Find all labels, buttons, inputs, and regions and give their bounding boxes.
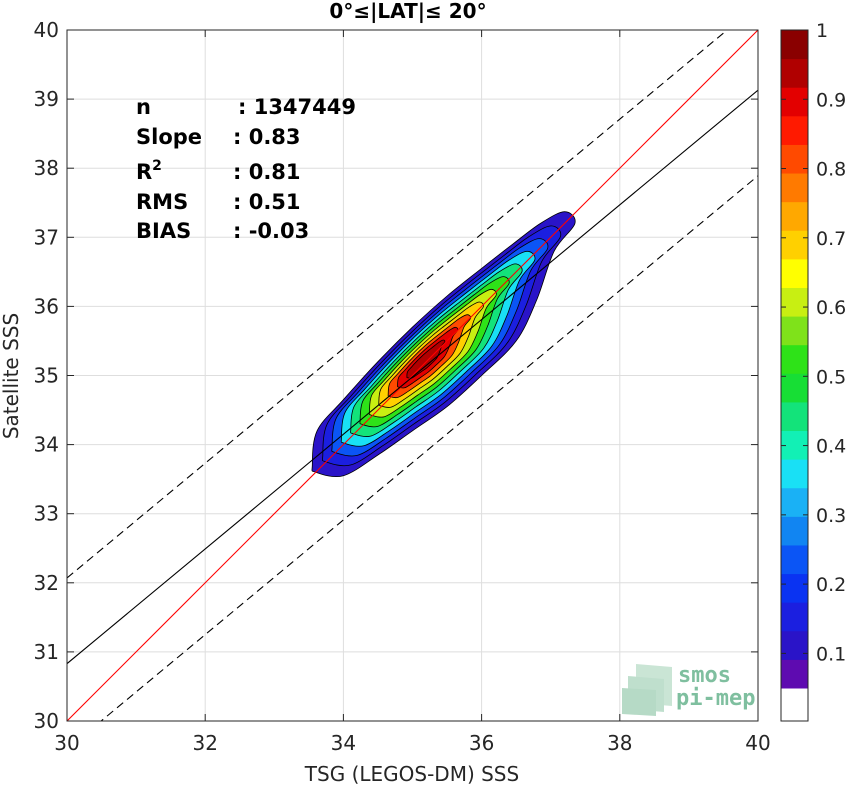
colorbar-swatch bbox=[781, 201, 808, 231]
y-tick-label: 39 bbox=[34, 87, 59, 111]
regression-line bbox=[67, 89, 758, 665]
stat-label: BIAS bbox=[136, 219, 191, 243]
x-tick-label: 30 bbox=[54, 731, 79, 755]
colorbar-swatch bbox=[781, 602, 808, 632]
y-tick-label: 31 bbox=[34, 640, 59, 664]
plot-area: 30 32 34 36 38 40 30 31 32 33 34 35 36 37 38 39 40 bbox=[34, 18, 771, 755]
colorbar-frame bbox=[780, 29, 809, 722]
colorbar-swatch bbox=[781, 516, 808, 546]
colorbar-tick-label: 1 bbox=[816, 20, 828, 42]
stat-label: n bbox=[136, 95, 151, 119]
y-tick-label: 35 bbox=[34, 364, 59, 388]
stat-value: : 0.81 bbox=[233, 160, 301, 184]
grid bbox=[66, 29, 759, 722]
lower-bound-line bbox=[100, 175, 758, 721]
colorbar-swatch bbox=[781, 459, 808, 489]
y-tick-label: 37 bbox=[34, 225, 59, 249]
colorbar-swatch bbox=[781, 401, 808, 432]
colorbar-swatch bbox=[781, 659, 808, 689]
x-axis-label: TSG (LEGOS-DM) SSS bbox=[304, 762, 519, 786]
colorbar-swatch bbox=[781, 58, 808, 88]
colorbar-tick-label: 0.2 bbox=[816, 574, 846, 596]
colorbar-swatch bbox=[781, 544, 808, 575]
colorbar-tick-label: 0.5 bbox=[816, 366, 846, 388]
stat-superscript: 2 bbox=[152, 158, 162, 174]
colorbar-swatch bbox=[781, 688, 808, 721]
y-tick-label: 40 bbox=[34, 18, 59, 42]
colorbar-tick-label: 0.3 bbox=[816, 505, 846, 527]
colorbar-swatch bbox=[781, 87, 808, 117]
x-tick-label: 38 bbox=[607, 731, 632, 755]
colorbar-swatch bbox=[781, 30, 808, 60]
colorbar-swatch bbox=[781, 344, 808, 374]
y-tick-label: 33 bbox=[34, 502, 59, 526]
colorbar-swatch bbox=[781, 230, 808, 260]
colorbar-swatch bbox=[781, 630, 808, 660]
colorbar-swatch bbox=[781, 487, 808, 517]
y-tick-label: 30 bbox=[34, 709, 59, 733]
colorbar-swatch bbox=[781, 316, 808, 346]
x-tick-label: 34 bbox=[331, 731, 356, 755]
colorbar-swatch bbox=[781, 173, 808, 203]
stat-value: : 1347449 bbox=[238, 95, 356, 119]
logo-text-smos: smos bbox=[678, 663, 731, 688]
colorbar-swatch bbox=[781, 258, 808, 288]
y-axis-label: Satellite SSS bbox=[0, 313, 23, 439]
colorbar-swatch bbox=[781, 115, 808, 145]
logo-text-pi-mep: pi-mep bbox=[676, 686, 755, 711]
colorbar-tick-label: 0.8 bbox=[816, 159, 846, 181]
stat-label: Slope bbox=[136, 125, 202, 149]
colorbar-tick-label: 0.1 bbox=[816, 643, 846, 665]
y-tick-label: 34 bbox=[34, 433, 59, 457]
identity-line bbox=[67, 30, 758, 721]
stat-value: : 0.83 bbox=[233, 125, 301, 149]
colorbar-swatch bbox=[781, 430, 808, 460]
colorbar-swatch bbox=[781, 287, 808, 317]
colorbar-tick-label: 0.6 bbox=[816, 297, 846, 319]
logo-mark-icon bbox=[622, 664, 672, 716]
chart-title: 0°≤|LAT|≤ 20° bbox=[329, 0, 486, 23]
x-tick-label: 32 bbox=[192, 731, 217, 755]
colorbar-swatch bbox=[781, 144, 808, 174]
stat-value: : -0.03 bbox=[233, 219, 309, 243]
colorbar-swatch bbox=[781, 573, 808, 603]
upper-bound-line bbox=[67, 30, 729, 579]
colorbar-swatch bbox=[781, 373, 808, 403]
y-tick-label: 36 bbox=[34, 294, 59, 318]
colorbar-tick-label: 0.7 bbox=[816, 228, 846, 250]
colorbar-tick-label: 0.4 bbox=[816, 436, 846, 458]
y-tick-label: 38 bbox=[34, 156, 59, 180]
stat-label: RMS bbox=[136, 190, 188, 214]
x-tick-label: 36 bbox=[469, 731, 494, 755]
colorbar-tick-label: 0.9 bbox=[816, 89, 846, 111]
y-tick-label: 32 bbox=[34, 571, 59, 595]
x-tick-label: 40 bbox=[745, 731, 770, 755]
smos-pi-mep-logo: smos pi-mep bbox=[622, 663, 755, 716]
stat-value: : 0.51 bbox=[233, 190, 301, 214]
colorbar: 0.1 0.2 0.3 0.4 0.5 0.6 0.7 0.8 0.9 1 bbox=[780, 20, 846, 722]
density-level bbox=[406, 339, 446, 379]
reference-lines bbox=[67, 30, 758, 721]
